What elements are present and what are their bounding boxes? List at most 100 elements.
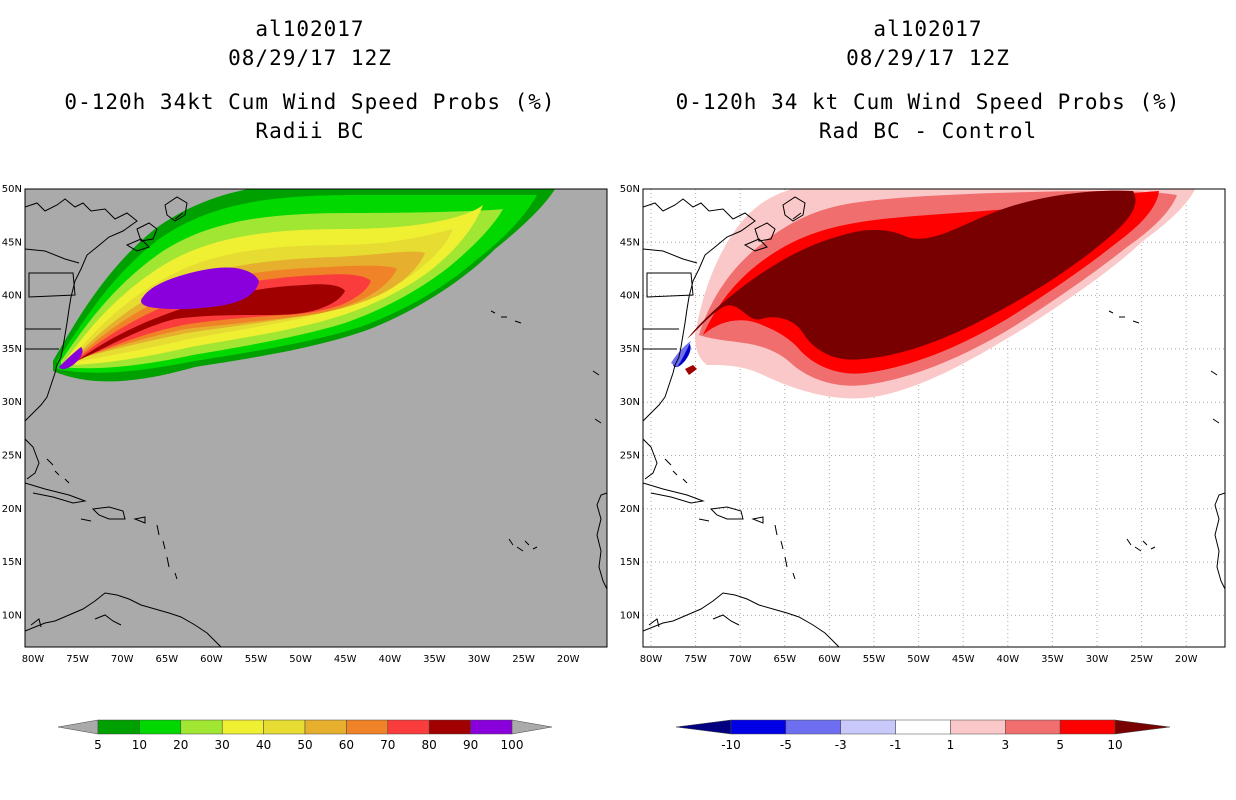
left-lon-label: 55W <box>245 654 268 665</box>
left-lon-label: 25W <box>512 654 535 665</box>
right-legend-label: 10 <box>1107 738 1122 752</box>
right-legend-swatch <box>785 719 841 735</box>
left-legend-label: 5 <box>94 738 102 752</box>
right-legend-label: 5 <box>1056 738 1064 752</box>
left-storm-id: al102017 <box>255 17 365 41</box>
right-storm-id: al102017 <box>873 17 983 41</box>
right-lon-label: 20W <box>1175 654 1198 665</box>
left-subtitle: Radii BC <box>255 119 365 143</box>
left-legend-label: 60 <box>339 738 354 752</box>
left-legend-label: 50 <box>297 738 312 752</box>
left-lon-label: 30W <box>468 654 491 665</box>
right-lon-label: 40W <box>996 654 1019 665</box>
right-lat-label: 15N <box>620 557 640 568</box>
right-lat-label: 30N <box>620 397 640 408</box>
right-lat-label: 45N <box>620 237 640 248</box>
right-lon-label: 30W <box>1086 654 1109 665</box>
right-lat-label: 35N <box>620 344 640 355</box>
left-lon-label: 65W <box>155 654 178 665</box>
left-date: 08/29/17 12Z <box>228 46 392 70</box>
left-lat-label: 10N <box>2 610 22 621</box>
right-lon-label: 65W <box>773 654 796 665</box>
diff-pos-blob <box>685 365 697 375</box>
right-legend-label: -3 <box>835 738 847 752</box>
left-lon-label: 50W <box>289 654 312 665</box>
left-lat-label: 15N <box>2 557 22 568</box>
right-lon-label: 75W <box>684 654 707 665</box>
left-lat-label: 45N <box>2 237 22 248</box>
left-lon-label: 45W <box>334 654 357 665</box>
prob-80 <box>77 284 345 361</box>
left-lon-label: 20W <box>557 654 580 665</box>
right-lon-label: 55W <box>863 654 886 665</box>
right-legend-arrow-high <box>1114 719 1171 735</box>
left-legend-label: 100 <box>501 738 524 752</box>
right-legend-label: 1 <box>947 738 955 752</box>
left-legend-swatch <box>387 719 430 735</box>
right-lon-label: 70W <box>729 654 752 665</box>
right-legend-label: -1 <box>890 738 902 752</box>
left-legend-swatch <box>180 719 223 735</box>
left-legend-arrow-low <box>57 719 99 735</box>
left-legend-swatch <box>97 719 140 735</box>
right-lat-label: 10N <box>620 610 640 621</box>
left-legend: 5 10 20 30 40 50 60 70 80 90 100 <box>57 719 553 752</box>
right-date: 08/29/17 12Z <box>846 46 1010 70</box>
right-legend: -10 -5 -3 -1 1 3 5 10 <box>675 719 1171 752</box>
diff-10 <box>687 190 1136 360</box>
right-legend-label: 3 <box>1001 738 1009 752</box>
right-lat-label: 40N <box>620 291 640 302</box>
left-legend-label: 10 <box>132 738 147 752</box>
right-lon-label: 50W <box>907 654 930 665</box>
right-legend-swatch <box>840 719 896 735</box>
right-map <box>642 188 1226 648</box>
left-title: 0-120h 34kt Cum Wind Speed Probs (%) <box>64 90 556 114</box>
left-lon-label: 75W <box>66 654 89 665</box>
right-legend-swatch <box>895 719 951 735</box>
left-lon-label: 60W <box>200 654 223 665</box>
diff-neg-light <box>671 341 691 367</box>
left-legend-swatch <box>346 719 389 735</box>
left-legend-label: 40 <box>256 738 271 752</box>
left-lon-label: 40W <box>378 654 401 665</box>
left-lon-label: 35W <box>423 654 446 665</box>
right-legend-swatch <box>1059 719 1116 735</box>
right-legend-arrow-low <box>675 719 732 735</box>
right-legend-swatch <box>950 719 1006 735</box>
left-legend-arrow-high <box>511 719 553 735</box>
prob-90 <box>141 267 259 310</box>
right-lon-label: 80W <box>640 654 663 665</box>
left-legend-label: 70 <box>380 738 395 752</box>
right-lon-label: 60W <box>818 654 841 665</box>
left-legend-swatch <box>221 719 264 735</box>
right-lat-label: 25N <box>620 451 640 462</box>
left-lat-label: 20N <box>2 504 22 515</box>
left-legend-swatch <box>470 719 513 735</box>
right-lon-label: 25W <box>1130 654 1153 665</box>
left-map <box>24 188 608 648</box>
left-legend-label: 90 <box>463 738 478 752</box>
right-title: 0-120h 34 kt Cum Wind Speed Probs (%) <box>675 90 1181 114</box>
left-legend-swatch <box>139 719 182 735</box>
right-legend-label: -5 <box>780 738 792 752</box>
right-lon-label: 35W <box>1041 654 1064 665</box>
left-legend-label: 20 <box>173 738 188 752</box>
left-lon-label: 70W <box>111 654 134 665</box>
right-legend-swatch <box>1005 719 1061 735</box>
right-lat-label: 50N <box>620 184 640 195</box>
right-lon-label: 45W <box>952 654 975 665</box>
right-subtitle: Rad BC - Control <box>818 119 1038 143</box>
right-legend-label: -10 <box>721 738 741 752</box>
left-legend-swatch <box>428 719 471 735</box>
left-lon-label: 80W <box>22 654 45 665</box>
right-lat-label: 20N <box>620 504 640 515</box>
left-legend-label: 80 <box>422 738 437 752</box>
left-legend-swatch <box>304 719 347 735</box>
right-legend-swatch <box>730 719 787 735</box>
prob-90-track <box>59 347 83 370</box>
left-lat-label: 50N <box>2 184 22 195</box>
left-legend-label: 30 <box>215 738 230 752</box>
left-lat-label: 35N <box>2 344 22 355</box>
left-legend-swatch <box>263 719 306 735</box>
